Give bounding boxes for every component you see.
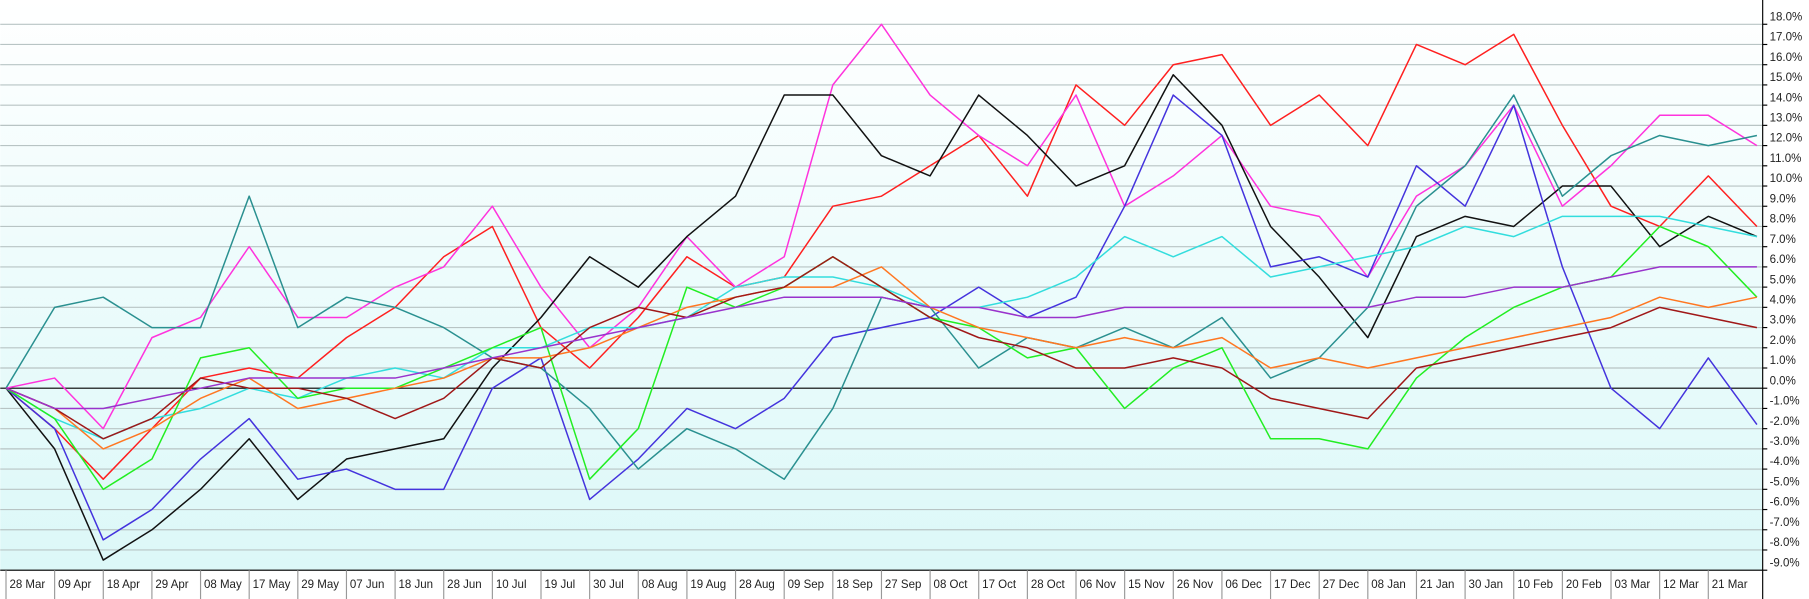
y-tick-label: 17.0%: [1770, 32, 1803, 44]
x-tick-label: 12 Mar: [1663, 579, 1699, 591]
y-tick-label: 11.0%: [1770, 153, 1802, 165]
x-tick-label: 18 Jun: [399, 579, 434, 591]
x-tick-label: 09 Apr: [58, 579, 91, 591]
y-tick-label: 9.0%: [1770, 193, 1796, 205]
y-tick-label: -1.0%: [1770, 396, 1800, 408]
x-tick-label: 27 Sep: [885, 579, 921, 591]
y-tick-label: 15.0%: [1770, 72, 1803, 84]
y-tick-label: 10.0%: [1770, 173, 1803, 185]
x-tick-label: 10 Feb: [1517, 579, 1553, 591]
y-tick-label: 0.0%: [1770, 375, 1796, 387]
x-tick-label: 10 Jul: [496, 579, 527, 591]
y-tick-label: 4.0%: [1770, 294, 1796, 306]
x-tick-label: 17 Dec: [1274, 579, 1311, 591]
x-tick-label: 07 Jun: [350, 579, 385, 591]
x-tick-label: 06 Nov: [1079, 579, 1116, 591]
y-tick-label: -7.0%: [1770, 517, 1800, 529]
series-line: [5, 74, 1758, 561]
x-tick-label: 20 Feb: [1566, 579, 1602, 591]
series-line: [5, 94, 1758, 541]
x-tick-label: 26 Nov: [1177, 579, 1214, 591]
y-tick-label: -5.0%: [1770, 476, 1800, 488]
x-tick-label: 06 Dec: [1225, 579, 1262, 591]
y-tick-label: 7.0%: [1770, 234, 1796, 246]
x-tick-label: 15 Nov: [1128, 579, 1165, 591]
series-line: [5, 256, 1758, 440]
x-tick-label: 27 Dec: [1323, 579, 1360, 591]
y-tick-label: 13.0%: [1770, 112, 1803, 124]
y-tick-label: -4.0%: [1770, 456, 1800, 468]
x-tick-label: 28 Aug: [739, 579, 775, 591]
y-tick-label: -9.0%: [1770, 557, 1800, 569]
x-tick-label: 03 Mar: [1614, 579, 1650, 591]
y-tick-label: 5.0%: [1770, 274, 1796, 286]
series-line: [5, 266, 1757, 410]
x-tick-label: 08 Aug: [642, 579, 678, 591]
y-tick-label: -2.0%: [1770, 416, 1800, 428]
y-tick-label: 8.0%: [1770, 214, 1796, 226]
x-tick-label: 21 Mar: [1712, 579, 1748, 591]
x-tick-label: 19 Jul: [544, 579, 575, 591]
x-tick-label: 17 Oct: [982, 579, 1017, 591]
lines: [5, 23, 1758, 561]
y-tick-label: 16.0%: [1770, 52, 1803, 64]
labels: 18.0% 17.0% 16.0% 15.0% 14.0% 13.0% 12.0% 11.0%…: [5, 11, 1803, 599]
plot-background: [0, 0, 1763, 571]
x-tick-label: 28 Mar: [9, 579, 45, 591]
y-tick-label: 2.0%: [1770, 335, 1796, 347]
x-tick-label: 09 Sep: [788, 579, 824, 591]
x-tick-label: 08 May: [204, 579, 242, 591]
x-tick-label: 18 Sep: [836, 579, 872, 591]
y-tick-label: 14.0%: [1770, 92, 1803, 104]
y-tick-label: -6.0%: [1770, 497, 1800, 509]
x-tick-label: 17 May: [253, 579, 291, 591]
x-tick-label: 28 Oct: [1031, 579, 1066, 591]
y-tick-label: 18.0%: [1770, 11, 1803, 23]
y-tick-label: 1.0%: [1770, 355, 1796, 367]
x-tick-label: 30 Jul: [593, 579, 624, 591]
x-tick-label: 21 Jan: [1420, 579, 1455, 591]
series-line: [5, 266, 1758, 450]
x-tick-label: 19 Aug: [690, 579, 726, 591]
y-tick-label: 3.0%: [1770, 315, 1796, 327]
x-tick-label: 29 Apr: [155, 579, 188, 591]
x-tick-label: 29 May: [301, 579, 339, 591]
y-tick-label: 12.0%: [1770, 133, 1803, 145]
x-tick-label: 08 Oct: [934, 579, 969, 591]
x-tick-label: 28 Jun: [447, 579, 482, 591]
y-tick-label: -3.0%: [1770, 436, 1800, 448]
x-tick-label: 08 Jan: [1371, 579, 1406, 591]
x-tick-label: 18 Apr: [107, 579, 140, 591]
y-tick-label: -8.0%: [1770, 537, 1800, 549]
y-tick-label: 6.0%: [1770, 254, 1796, 266]
x-tick-label: 30 Jan: [1469, 579, 1504, 591]
